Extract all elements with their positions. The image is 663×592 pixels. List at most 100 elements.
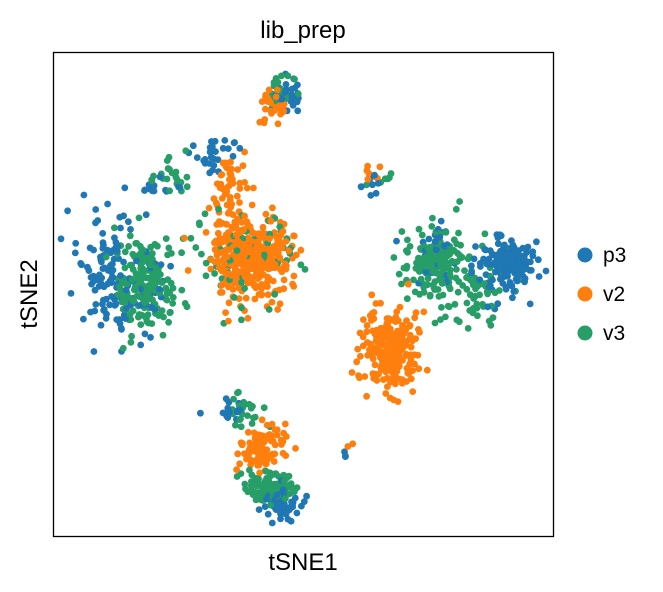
point-v3 xyxy=(166,309,174,317)
point-p3 xyxy=(225,407,232,414)
point-v2 xyxy=(363,328,371,336)
point-v3 xyxy=(418,257,426,264)
point-v3 xyxy=(140,295,148,303)
point-v2 xyxy=(372,370,380,378)
point-v2 xyxy=(262,91,270,99)
legend-marker-p3 xyxy=(577,247,593,263)
legend-marker-v3 xyxy=(577,325,593,341)
point-v3 xyxy=(169,294,177,301)
point-v3 xyxy=(165,244,173,252)
point-v2 xyxy=(397,339,405,346)
point-v3 xyxy=(130,297,138,305)
point-v3 xyxy=(438,280,446,287)
point-p3 xyxy=(80,315,87,323)
legend-label-v2: v2 xyxy=(603,283,625,306)
point-p3 xyxy=(489,276,496,284)
point-v2 xyxy=(239,162,247,170)
point-p3 xyxy=(484,303,492,311)
point-p3 xyxy=(499,257,506,265)
point-v2 xyxy=(244,428,252,436)
point-p3 xyxy=(100,306,108,313)
x-axis-label: tSNE1 xyxy=(268,549,337,576)
point-v3 xyxy=(126,311,134,318)
point-v3 xyxy=(442,228,450,236)
point-v2 xyxy=(245,446,253,454)
point-v3 xyxy=(247,482,255,489)
point-v2 xyxy=(228,223,236,231)
point-v2 xyxy=(223,188,231,196)
point-v2 xyxy=(398,376,406,383)
point-v3 xyxy=(495,287,503,294)
point-v3 xyxy=(150,275,158,283)
point-v2 xyxy=(250,184,257,192)
point-v2 xyxy=(411,314,419,322)
point-v3 xyxy=(429,214,436,222)
point-v3 xyxy=(126,232,134,240)
point-v3 xyxy=(202,272,210,280)
point-p3 xyxy=(87,274,95,281)
point-v3 xyxy=(438,304,445,311)
point-p3 xyxy=(288,95,296,102)
point-v2 xyxy=(261,116,269,123)
plot-frame xyxy=(52,51,555,538)
point-v2 xyxy=(213,180,221,188)
point-p3 xyxy=(99,239,107,247)
point-p3 xyxy=(433,246,440,254)
point-v3 xyxy=(398,228,406,235)
point-p3 xyxy=(303,492,310,500)
point-v3 xyxy=(271,290,279,298)
point-v3 xyxy=(119,344,127,352)
legend: p3 v2 v3 xyxy=(577,244,626,345)
point-v3 xyxy=(452,274,460,282)
point-p3 xyxy=(293,98,301,106)
point-p3 xyxy=(261,503,269,510)
point-v3 xyxy=(390,254,398,261)
legend-marker-v2 xyxy=(577,286,593,302)
point-v3 xyxy=(438,263,445,271)
point-v2 xyxy=(393,308,401,316)
point-p3 xyxy=(77,260,85,267)
point-p3 xyxy=(486,283,493,291)
point-v2 xyxy=(396,303,404,311)
point-p3 xyxy=(436,233,444,241)
point-p3 xyxy=(367,192,375,199)
point-p3 xyxy=(293,509,301,517)
point-v3 xyxy=(147,295,155,303)
point-p3 xyxy=(201,159,209,167)
point-p3 xyxy=(167,262,175,270)
point-p3 xyxy=(508,281,516,289)
point-v2 xyxy=(223,220,231,228)
point-v3 xyxy=(428,268,436,275)
point-v2 xyxy=(218,289,226,296)
point-v3 xyxy=(411,288,419,296)
point-v3 xyxy=(428,223,436,230)
point-p3 xyxy=(510,244,518,251)
point-v2 xyxy=(277,110,284,118)
point-p3 xyxy=(122,315,129,322)
point-v2 xyxy=(412,335,419,343)
point-p3 xyxy=(291,494,299,502)
point-v2 xyxy=(261,261,269,269)
point-v3 xyxy=(202,259,210,267)
point-v2 xyxy=(235,228,243,235)
point-v3 xyxy=(416,264,424,272)
point-v2 xyxy=(272,93,280,101)
point-v2 xyxy=(205,204,213,212)
point-v3 xyxy=(238,278,246,286)
point-p3 xyxy=(221,137,229,144)
point-v2 xyxy=(273,250,281,258)
point-v2 xyxy=(225,299,233,307)
point-p3 xyxy=(279,486,287,494)
point-v2 xyxy=(256,436,264,444)
point-v3 xyxy=(238,304,245,312)
point-v2 xyxy=(282,238,290,245)
point-p3 xyxy=(193,154,201,162)
point-v3 xyxy=(137,321,145,328)
point-v2 xyxy=(281,260,289,268)
point-v3 xyxy=(136,242,144,250)
point-v2 xyxy=(218,171,226,179)
point-v3 xyxy=(192,244,200,251)
point-v2 xyxy=(264,283,271,290)
point-v3 xyxy=(463,285,471,293)
